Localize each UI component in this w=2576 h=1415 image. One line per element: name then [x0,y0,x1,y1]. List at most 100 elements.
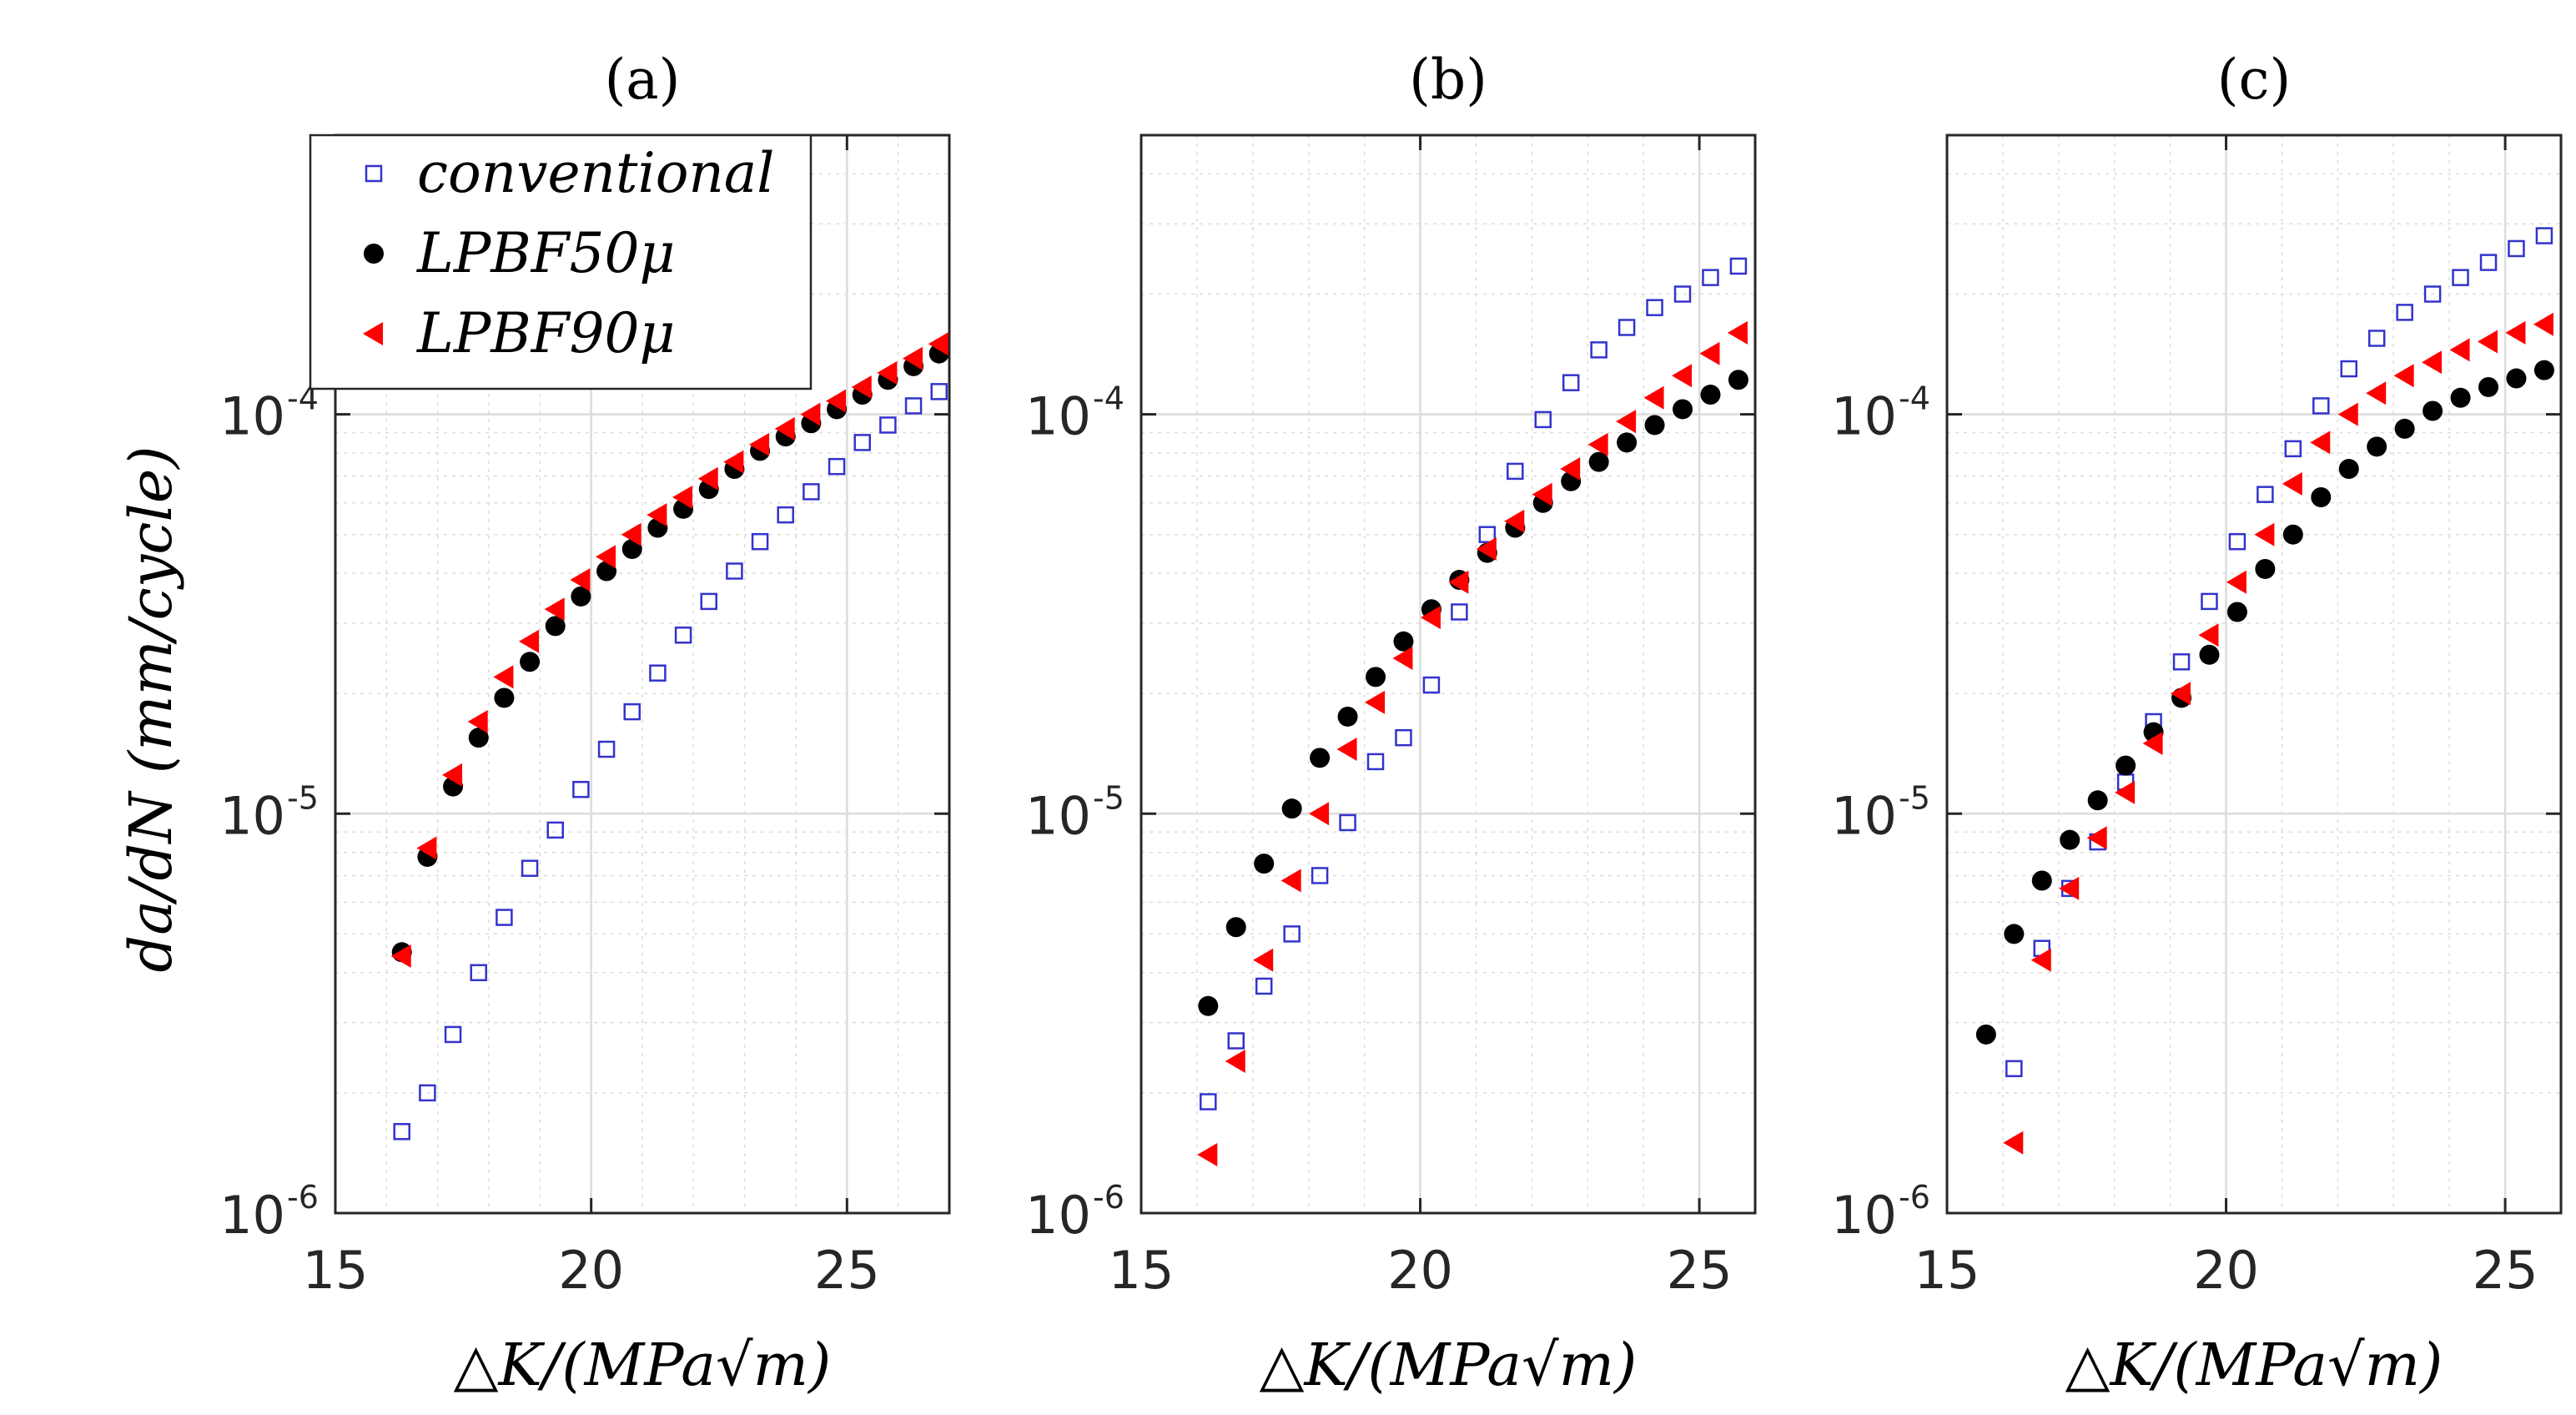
data-point-lpbf90 [903,346,923,370]
x-tick-label: 15 [1109,1240,1175,1301]
x-tick-label: 15 [1914,1240,1980,1301]
data-point-conventional [726,562,743,580]
data-point-lpbf90 [2115,780,2136,804]
data-point-lpbf50 [2478,376,2499,397]
data-point-conventional [1339,813,1356,832]
data-point-lpbf90 [544,597,565,622]
data-point-lpbf90 [1309,802,1330,826]
data-point-lpbf50 [1337,706,1358,727]
data-point-lpbf50 [1225,917,1246,938]
data-point-conventional [470,964,487,982]
x-tick-label: 15 [303,1240,369,1301]
data-point-lpbf50 [2282,524,2303,545]
data-point-lpbf50 [2116,755,2136,776]
data-point-lpbf90 [2059,876,2080,900]
series-LPBF90μ [2003,312,2553,1155]
data-point-lpbf90 [1532,482,1552,506]
data-point-conventional [623,702,641,721]
data-point-lpbf50 [2506,368,2527,389]
panel-title: (c) [2217,48,2291,112]
series-LPBF90μ [1197,320,1748,1167]
data-point-lpbf50 [1700,385,1721,405]
data-point-lpbf90 [2449,338,2470,362]
data-point-lpbf50 [2199,644,2220,665]
data-point-lpbf90 [621,522,641,546]
data-point-lpbf90 [2282,471,2302,496]
data-point-lpbf90 [2030,948,2051,972]
data-point-conventional [2228,532,2246,551]
series-LPBF90μ [390,332,948,968]
legend-box [309,133,813,390]
data-point-conventional [2479,254,2498,271]
legend-marker-lpbf90 [363,322,383,345]
data-point-conventional [1283,925,1301,943]
data-point-lpbf50 [2338,459,2359,480]
data-point-conventional [1534,410,1552,429]
data-point-lpbf90 [1197,1143,1218,1167]
data-point-lpbf50 [2255,558,2276,579]
data-point-lpbf90 [851,375,872,399]
data-point-conventional [2284,440,2302,458]
data-point-lpbf90 [1699,341,1720,365]
legend-marker-lpbf50 [364,244,384,264]
data-point-lpbf50 [1673,399,1693,420]
data-point-conventional [674,626,692,644]
axes-box [1945,133,2563,1215]
x-axis-label: △K/(MPa√m) [1260,1331,1638,1399]
data-point-lpbf50 [1366,667,1386,687]
data-point-lpbf90 [1672,364,1693,388]
data-point-lpbf50 [1393,631,1414,652]
axes-box [1140,133,1757,1215]
y-tick-exponent: -4 [1899,380,1930,417]
legend-marker-conventional [365,164,383,183]
y-tick-label: 10 [1025,1185,1091,1246]
data-point-lpbf90 [1560,457,1581,481]
data-point-conventional [828,457,846,476]
data-point-lpbf90 [2478,330,2498,354]
data-point-conventional [1422,676,1441,694]
data-point-lpbf90 [800,402,821,426]
data-point-lpbf90 [2533,312,2553,336]
data-point-lpbf50 [621,539,642,560]
data-point-conventional [1618,319,1636,336]
y-tick-label: 10 [1025,785,1091,846]
grid [1947,134,2562,1215]
data-point-conventional [1366,753,1385,771]
data-point-conventional [700,592,717,611]
data-point-conventional [419,1084,436,1102]
data-point-conventional [597,740,616,758]
data-point-lpbf90 [928,332,948,356]
data-point-lpbf50 [545,616,566,637]
data-point-conventional [2005,1060,2023,1078]
data-point-lpbf50 [2394,418,2415,439]
data-point-lpbf90 [2422,350,2443,375]
data-point-conventional [2312,397,2330,415]
data-point-conventional [1562,374,1580,391]
data-point-conventional [2257,486,2274,503]
data-point-lpbf90 [442,763,463,787]
data-point-conventional [2396,304,2413,321]
data-point-conventional [751,532,769,551]
data-point-lpbf90 [1448,570,1469,594]
data-point-lpbf50 [2060,829,2080,850]
data-point-conventional [1478,526,1497,543]
data-point-conventional [777,506,794,524]
y-tick-label: 10 [1831,1185,1897,1246]
data-point-lpbf90 [467,709,488,733]
data-point-lpbf50 [1310,748,1331,768]
y-tick-label: 10 [219,1185,285,1246]
data-point-lpbf90 [1225,1049,1245,1073]
data-point-lpbf90 [877,360,898,385]
data-point-lpbf90 [1616,410,1637,434]
data-point-conventional [1646,299,1663,316]
y-axis-label: da/dN (mm/cycle) [117,446,185,972]
data-point-conventional [444,1025,462,1044]
data-point-lpbf50 [520,652,541,672]
data-point-conventional [1590,341,1607,359]
data-point-conventional [2452,269,2469,286]
data-point-lpbf50 [1281,798,1302,819]
y-tick-exponent: -6 [287,1179,319,1216]
